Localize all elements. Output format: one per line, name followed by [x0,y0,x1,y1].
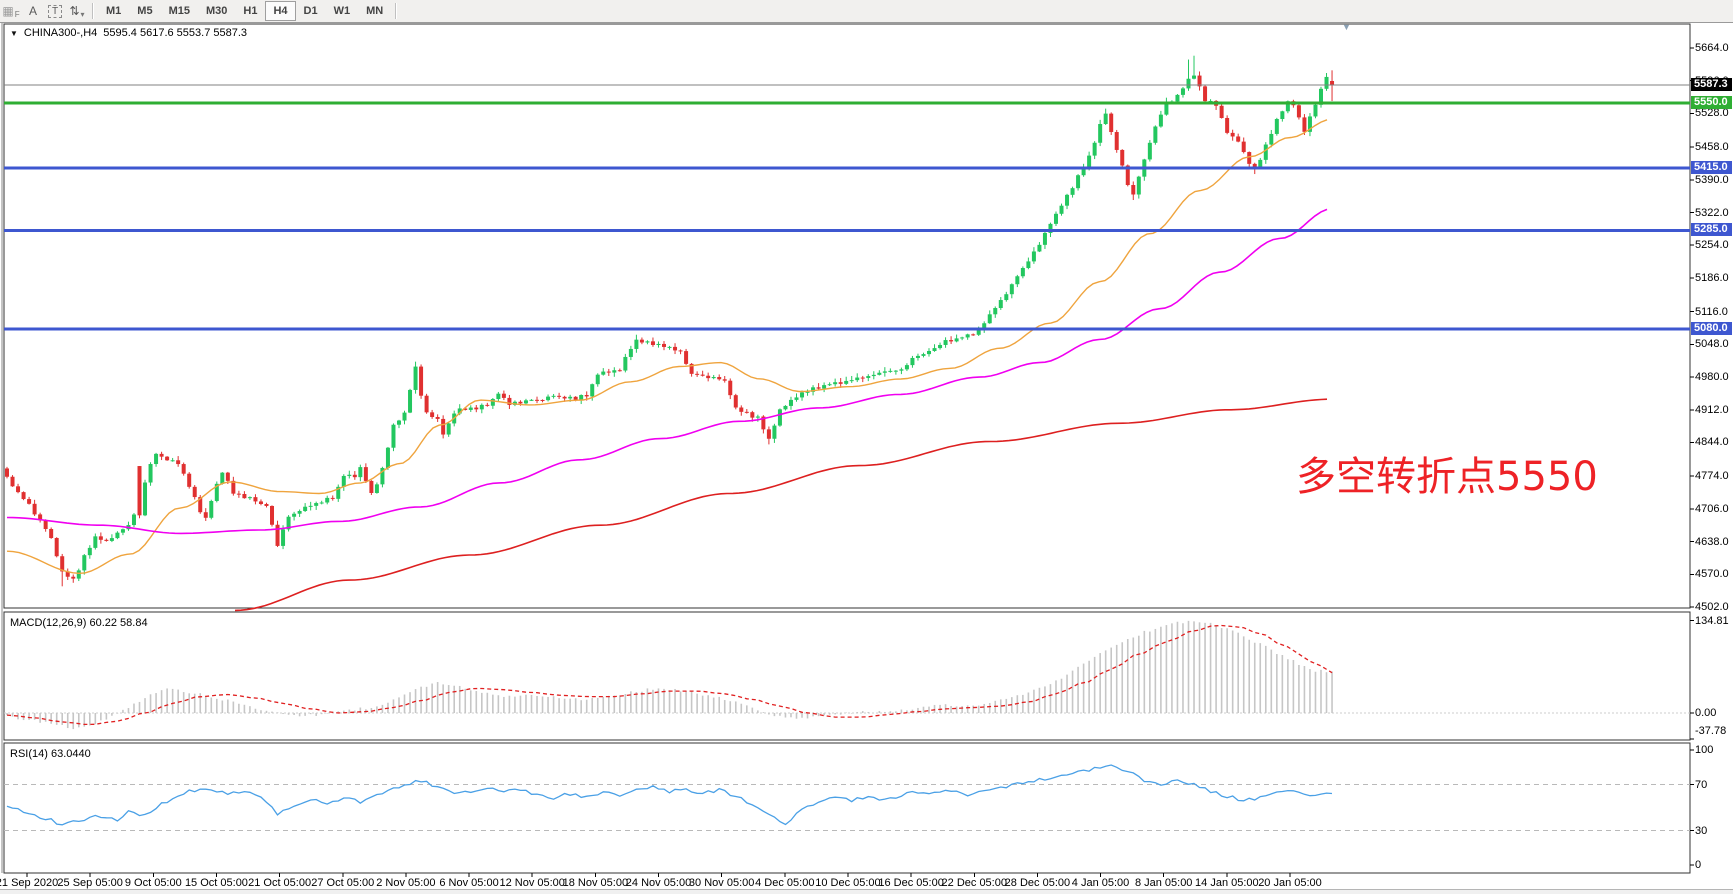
price-level-badge: 5550.0 [1691,95,1732,109]
ma-fast-orange-line [6,119,1328,575]
macd-tick-label: 0.00 [1695,707,1717,719]
time-axis-label: 20 Jan 05:00 [1258,877,1322,889]
ma-slow-red-line [234,398,1328,612]
rsi-tick-label: 70 [1695,778,1708,791]
chart-area: ▼ CHINA300-,H4 5595.4 5617.6 5553.7 5587… [0,22,1733,894]
price-tick-label: 5254.0 [1695,239,1729,252]
timeframe-button-h1[interactable]: H1 [243,5,258,17]
price-tick-label: 5186.0 [1695,271,1729,284]
timeframe-button-m15[interactable]: M15 [168,5,190,17]
symbol-name: CHINA300-,H4 [23,27,98,39]
bottom-status-strip [0,889,1733,894]
time-axis-label: 27 Oct 05:00 [311,877,375,889]
chart-annotation-text[interactable]: 多空转折点5550 [1296,454,1598,500]
text-label-tool-icon[interactable]: A [23,2,43,20]
cycle-arrows-tool-glyph: ⇅ [69,4,80,18]
grid-pointer-tool-badge: F [14,9,20,19]
price-level-badge: 5080.0 [1691,321,1732,335]
time-axis-label: 30 Nov 05:00 [688,877,755,889]
time-axis-label: 4 Dec 05:00 [755,877,815,889]
ohlc-values: 5595.4 5617.6 5553.7 5587.3 [103,27,248,39]
timeframe-button-h4[interactable]: H4 [265,1,296,21]
text-box-tool-glyph: T [47,4,63,18]
timeframe-group: M1 M5 M15 M30 H1 H4 D1 W1 MN [98,1,391,21]
time-axis-label: 22 Dec 05:00 [941,877,1007,889]
price-tick-label: 4570.0 [1695,568,1729,581]
toolbar: ▦ F A T ⇅ ▾ M1 M5 M15 M30 H1 H4 D1 W1 MN [0,0,1733,23]
macd-histogram [6,620,1333,730]
price-tick-label: 5458.0 [1695,141,1729,154]
price-tick-label: 5664.0 [1695,42,1729,54]
grid-pointer-tool-glyph: ▦ [2,4,14,18]
price-tick-label: 5528.0 [1695,107,1729,120]
time-axis-label: 15 Oct 05:00 [184,877,248,889]
macd-signal-line [6,624,1333,726]
time-axis-label: 21 Sep 2020 [0,877,59,889]
rsi-line [6,764,1333,826]
macd-tick-label: -37.78 [1695,725,1727,737]
time-axis-label: 25 Sep 05:00 [57,877,123,889]
price-tick-label: 4502.0 [1695,601,1729,613]
rsi-tick-label: 100 [1695,744,1714,756]
macd-panel[interactable] [3,611,1691,741]
price-level-badge: 5285.0 [1691,223,1732,237]
toolbar-separator [92,3,94,19]
candles-series [5,55,1335,587]
rsi-tick-label: 30 [1695,824,1708,837]
symbol-dropdown-icon[interactable]: ▼ [10,28,18,38]
time-axis-label: 8 Jan 05:00 [1134,877,1193,889]
main-panel[interactable] [3,23,1691,609]
timeframe-button-d1[interactable]: D1 [303,5,318,17]
price-tick-label: 4844.0 [1695,436,1729,449]
price-level-badge: 5587.3 [1691,77,1732,91]
price-tick-label: 5048.0 [1695,338,1729,351]
price-tick-label: 5390.0 [1695,173,1729,186]
grid-pointer-tool-icon[interactable]: ▦ F [1,2,21,20]
price-tick-label: 4638.0 [1695,535,1729,548]
price-tick-label: 5116.0 [1695,305,1728,318]
macd-indicator-label: MACD(12,26,9) 60.22 58.84 [10,617,148,629]
time-axis-label: 16 Dec 05:00 [878,877,944,889]
time-axis-label: 6 Nov 05:00 [439,877,499,889]
macd-tick-label: 134.81 [1695,614,1729,627]
time-axis-label: 28 Dec 05:00 [1004,877,1071,889]
ma-medium-magenta-line [6,208,1328,535]
time-axis-label: 24 Nov 05:00 [625,877,692,889]
text-label-tool-glyph: A [28,4,37,18]
rsi-indicator-label: RSI(14) 63.0440 [10,748,91,760]
price-level-badge: 5415.0 [1691,160,1732,174]
time-axis-label: 2 Nov 05:00 [376,877,436,889]
price-tick-label: 4980.0 [1695,371,1729,384]
chart-canvas[interactable] [0,22,1733,894]
timeframe-button-w1[interactable]: W1 [333,5,351,17]
price-tick-label: 5322.0 [1695,206,1729,219]
time-axis-label: 21 Oct 05:00 [248,877,312,889]
text-box-tool-icon[interactable]: T [45,2,65,20]
time-axis-label: 4 Jan 05:00 [1071,877,1130,889]
price-tick-label: 4706.0 [1695,502,1729,515]
cycle-arrows-tool-icon[interactable]: ⇅ ▾ [67,2,87,20]
price-tick-label: 4912.0 [1695,403,1729,416]
rsi-tick-label: 0 [1695,859,1702,871]
chart-shift-marker-icon[interactable]: ▼ [1342,22,1351,32]
rsi-panel[interactable] [3,742,1691,874]
time-axis-label: 14 Jan 05:00 [1195,877,1259,889]
time-axis-label: 12 Nov 05:00 [499,877,565,889]
timeframe-button-mn[interactable]: MN [366,5,384,17]
price-tick-label: 4774.0 [1695,470,1729,483]
timeframe-button-m30[interactable]: M30 [205,5,228,17]
time-axis[interactable]: 21 Sep 2020 25 Sep 05:00 9 Oct 05:00 15 Oct… [0,875,1733,891]
cycle-arrows-tool-badge: ▾ [80,9,85,19]
timeframe-button-m5[interactable]: M5 [137,5,153,17]
time-axis-label: 10 Dec 05:00 [815,877,881,889]
toolbar-separator [395,3,398,19]
time-axis-label: 9 Oct 05:00 [124,877,182,889]
timeframe-button-m1[interactable]: M1 [106,5,122,17]
chart-title: ▼ CHINA300-,H4 5595.4 5617.6 5553.7 5587… [10,27,247,39]
time-axis-label: 18 Nov 05:00 [562,877,629,889]
